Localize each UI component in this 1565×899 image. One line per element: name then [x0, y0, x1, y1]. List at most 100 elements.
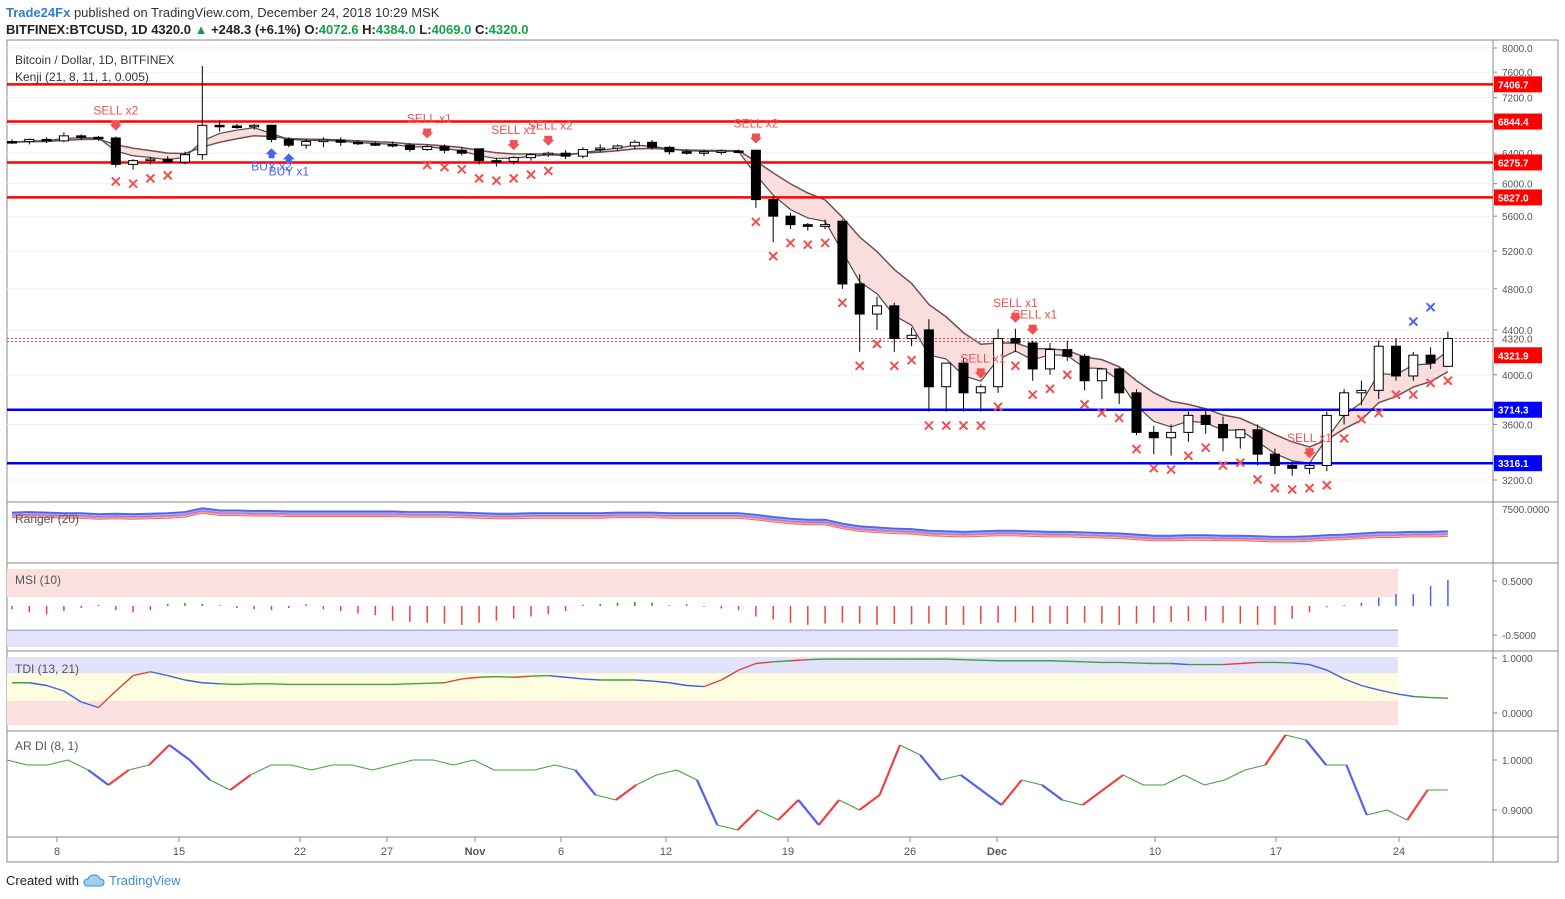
tdi-segment [1343, 678, 1362, 687]
tdi-segment [479, 676, 497, 678]
x-tick-label: 27 [381, 846, 393, 858]
candle-body [543, 152, 554, 156]
created-with-text: Created with [6, 873, 79, 888]
ardi-segment [107, 769, 130, 786]
candle-body [1096, 368, 1107, 382]
tradingview-logo-text[interactable]: TradingView [108, 873, 181, 888]
buy-arrow-icon [282, 153, 295, 164]
sell-x-marker [1356, 414, 1367, 424]
sell-arrow-icon [507, 140, 520, 151]
candle-body [595, 147, 606, 151]
ardi-pane[interactable]: 1.0000 0.9000 [6, 734, 1533, 831]
tdi-segment [132, 671, 151, 677]
ardi-segment [168, 744, 191, 761]
ardi-segment [595, 794, 616, 801]
brand-name[interactable]: Trade24Fx [6, 5, 71, 20]
candle-body [889, 305, 900, 340]
candle-body [301, 141, 312, 146]
x-tick-label: 19 [782, 846, 794, 858]
sell-signal: SELL x1 [407, 111, 452, 139]
ardi-segment [635, 774, 657, 786]
candle-body [854, 283, 865, 315]
sell-x-marker [1027, 390, 1038, 400]
candle-body [1408, 354, 1419, 377]
x-tick-label: 26 [904, 846, 916, 858]
sell-x-marker [1408, 390, 1419, 400]
level-label: 6844.4 [1498, 118, 1529, 129]
change-arrow-icon: ▲ [194, 22, 208, 37]
sell-x-marker [491, 175, 502, 186]
marker-stroke [439, 162, 450, 172]
ranger-band-line [11, 512, 1448, 543]
sell-x-marker [508, 173, 519, 184]
candle-body [387, 143, 398, 147]
marker-stroke [1252, 474, 1263, 485]
ardi-segment [311, 764, 332, 771]
sell-x-marker [128, 178, 138, 189]
tdi-segment [167, 674, 186, 681]
tdi-segment [29, 682, 47, 687]
candle-body [1339, 392, 1350, 416]
marker-stroke [1408, 390, 1419, 400]
candle-body [750, 149, 761, 201]
ardi-segment [899, 744, 921, 756]
candle-body [128, 160, 139, 165]
msi-pane[interactable]: 0.5000 -0.5000 [7, 569, 1536, 647]
tdi-segment [219, 683, 237, 686]
y-tick-label: 3600.0 [1502, 420, 1533, 431]
candle-body [733, 150, 744, 153]
tdi-segment [1084, 661, 1102, 664]
sell-signal: SELL x2 [528, 119, 573, 146]
tdi-segment [1378, 689, 1397, 695]
ranger-band-line [11, 511, 1448, 542]
sell-x-marker [1425, 378, 1436, 388]
msi-oversold-zone [7, 630, 1398, 647]
tdi-segment [634, 679, 653, 682]
signal-label: SELL x1 [491, 123, 536, 137]
candle-body [941, 362, 952, 388]
candle-body [456, 149, 467, 154]
candle-body [24, 138, 35, 143]
marker-stroke [1287, 484, 1297, 495]
candle-body [404, 144, 415, 151]
tdi-segment [513, 675, 532, 678]
kenji-cloud [12, 127, 1448, 464]
x-tick-label: 15 [173, 846, 185, 858]
tdi-segment [1361, 684, 1379, 691]
low-value: 4069.0 [431, 22, 472, 37]
ardi-segment [1122, 774, 1144, 786]
sell-x-marker [854, 361, 865, 371]
marker-stroke [1443, 376, 1453, 386]
candle-body [1252, 429, 1263, 455]
sell-x-marker [162, 170, 173, 181]
ranger-pane[interactable]: 7500.0000 [11, 505, 1550, 543]
ardi-segment [656, 769, 677, 776]
candle-body [1235, 429, 1246, 439]
sell-x-marker [768, 251, 778, 261]
candle-body [491, 160, 502, 163]
marker-stroke [872, 339, 882, 349]
tdi-segment [1309, 663, 1328, 671]
tdi-pane[interactable]: 1.0000 0.0000 [7, 654, 1533, 725]
y-tick-label: -0.5000 [1502, 631, 1536, 642]
signal-label: SELL x1 [993, 296, 1038, 310]
level-tag [1494, 455, 1542, 472]
sell-x-marker [526, 169, 536, 180]
candle-body [1391, 345, 1401, 377]
tdi-segment [1430, 696, 1448, 699]
marker-stroke [941, 420, 951, 431]
tdi-segment [271, 683, 289, 686]
marker-stroke [1079, 399, 1090, 410]
sell-signal: SELL x2 [733, 117, 779, 144]
sell-x-marker [439, 162, 450, 172]
ardi-segment [128, 764, 150, 771]
main-price-pane[interactable]: 8000.07600.07200.06800.06400.06000.05600… [7, 44, 1542, 495]
tdi-segment [46, 684, 65, 692]
candle-body [768, 199, 779, 217]
ardi-segment [453, 759, 474, 766]
marker-stroke [837, 298, 848, 308]
buy-arrow-icon [265, 148, 278, 159]
candle-body [249, 124, 260, 128]
candle-body [508, 157, 519, 162]
